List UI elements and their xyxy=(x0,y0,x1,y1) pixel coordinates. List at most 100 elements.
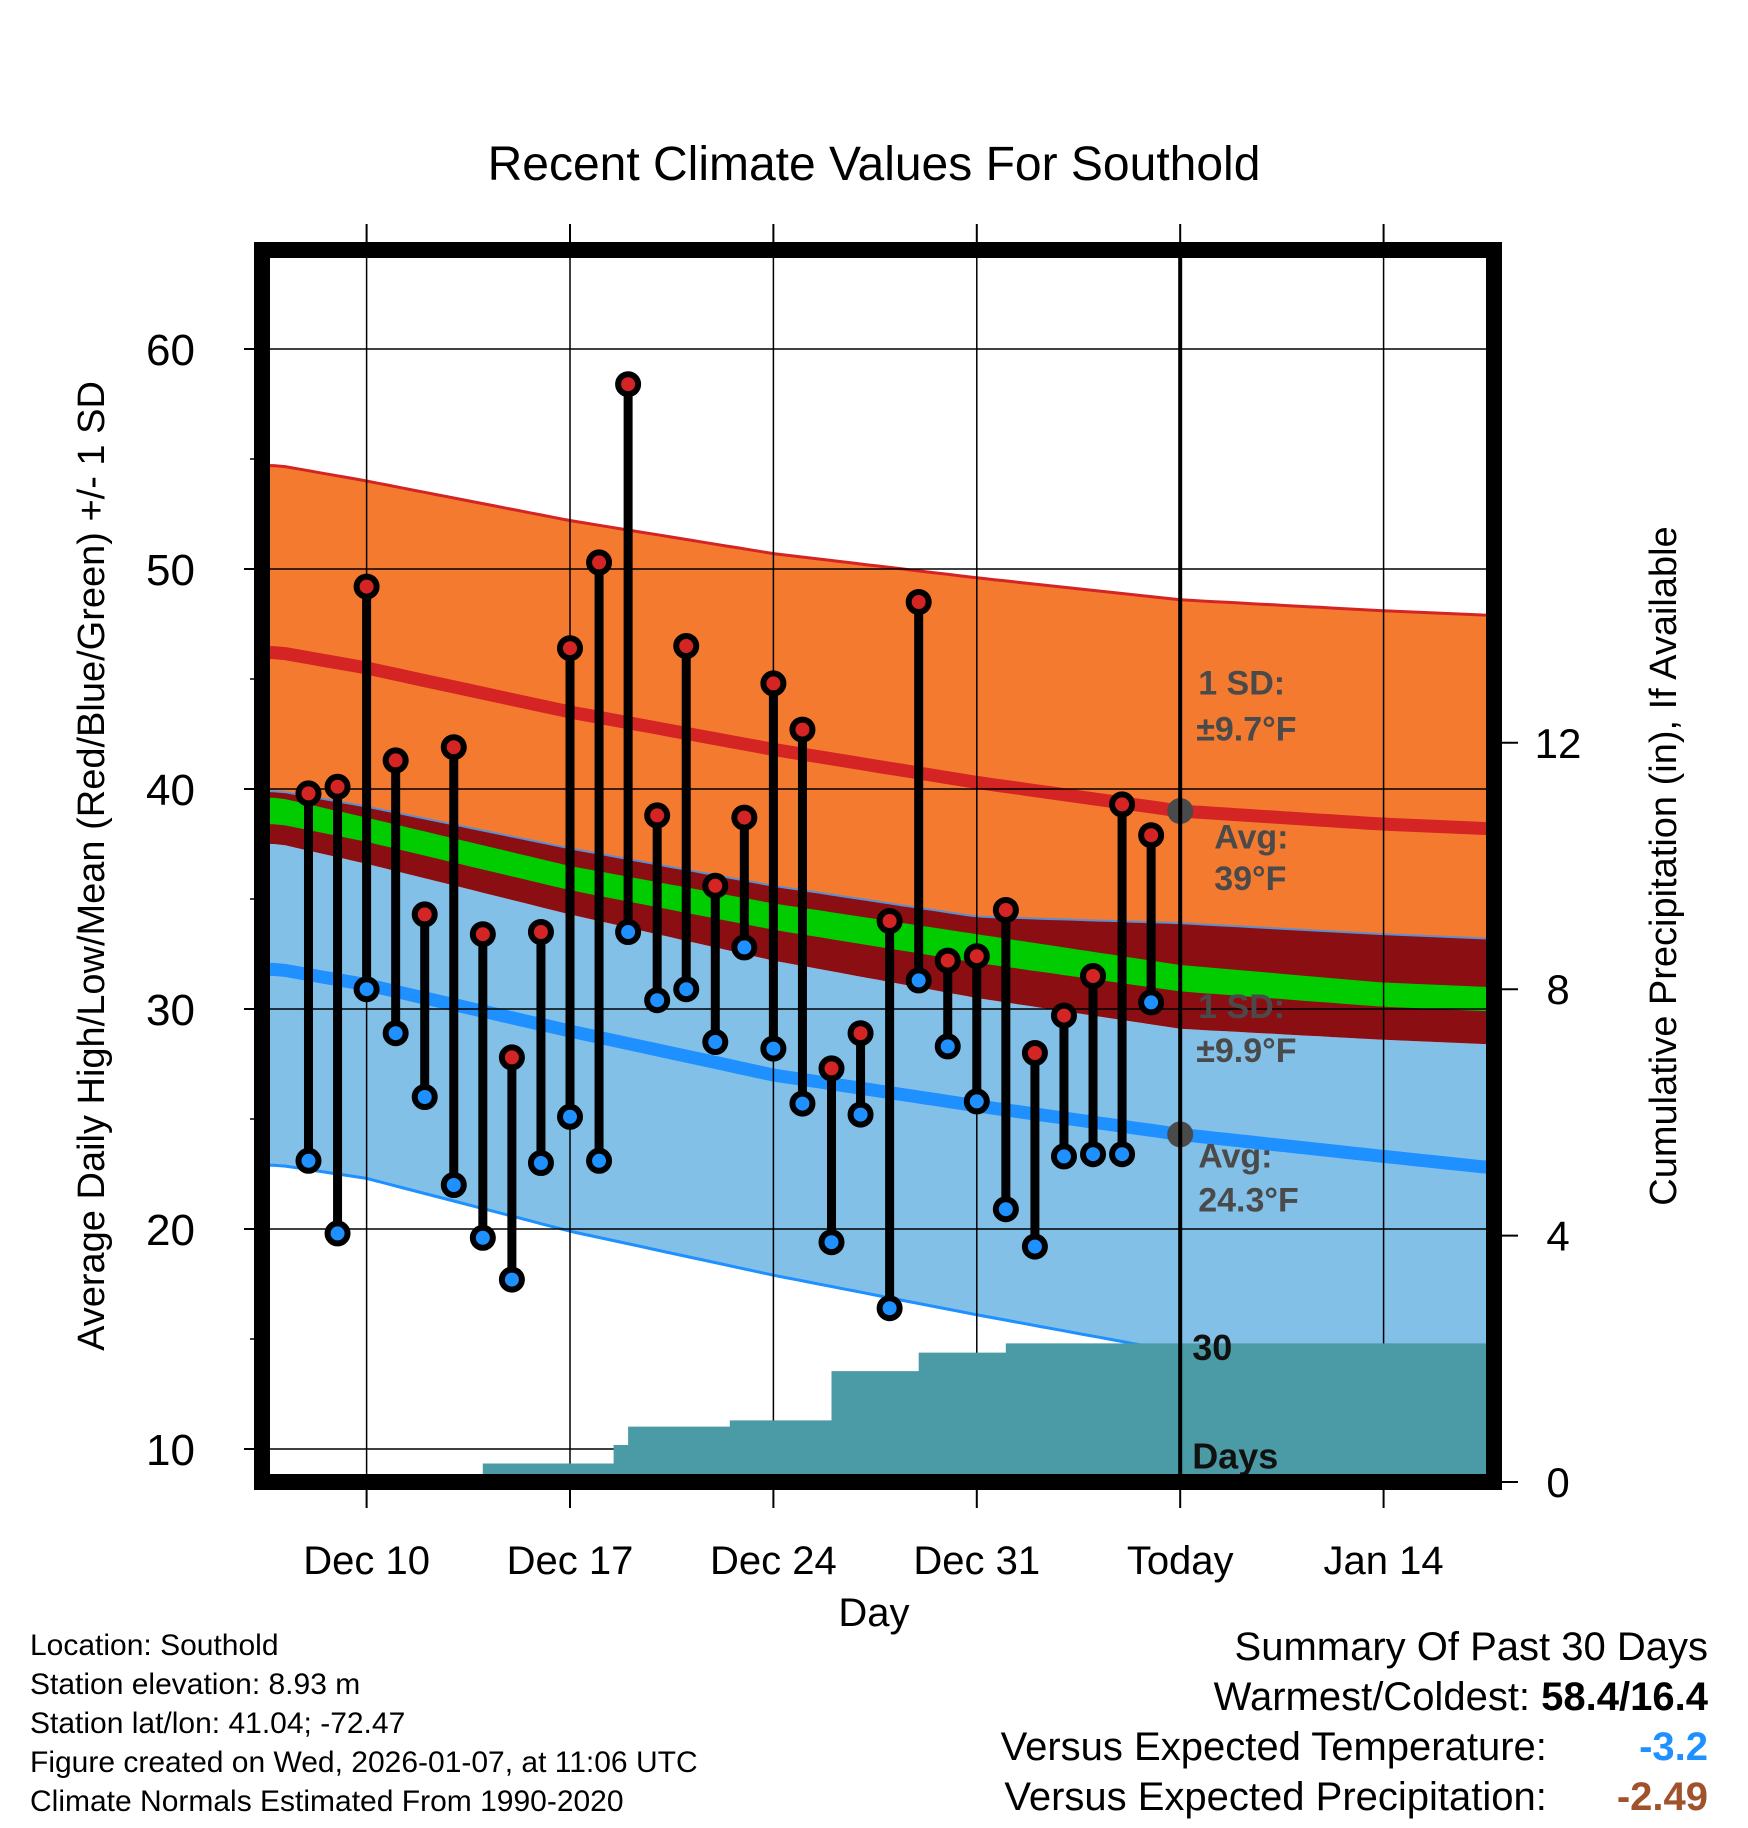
daily-low-point xyxy=(702,1029,729,1055)
high-avg-label: Avg: xyxy=(1214,818,1288,856)
daily-high-point xyxy=(789,716,816,743)
low-sd-label: 1 SD: xyxy=(1198,988,1285,1026)
summary-title: Summary Of Past 30 Days xyxy=(1234,1625,1708,1669)
high-average-line xyxy=(262,646,1494,836)
daily-high-point xyxy=(1080,963,1107,989)
daily-low-point xyxy=(1109,1141,1136,1168)
daily-low-point xyxy=(992,1196,1019,1223)
daily-high-point xyxy=(702,872,729,899)
cumulative-precipitation-area xyxy=(308,1343,1489,1482)
daily-low-point xyxy=(586,1147,613,1174)
daily-high-point xyxy=(586,549,613,576)
daily-low-point xyxy=(353,976,380,1003)
y-tick-label: 10 xyxy=(146,1426,195,1475)
info-normals: Climate Normals Estimated From 1990-2020 xyxy=(30,1785,624,1818)
daily-high-point xyxy=(324,773,351,800)
daily-low-point xyxy=(963,1088,990,1115)
daily-low-point xyxy=(295,1147,322,1174)
daily-high-point xyxy=(963,943,990,970)
daily-low-point xyxy=(469,1224,496,1251)
daily-high-point xyxy=(1138,822,1165,849)
daily-low-point xyxy=(731,934,758,961)
info-elevation: Station elevation: 8.93 m xyxy=(30,1668,361,1701)
precipitation-value: -2.49 xyxy=(1616,1775,1708,1819)
daily-low-point xyxy=(440,1172,467,1198)
precipitation-label: Versus Expected Precipitation: xyxy=(1004,1775,1547,1819)
low-sd-value: ±9.9°F xyxy=(1196,1032,1296,1070)
daily-high-point xyxy=(1109,791,1136,818)
precip-days-unit: Days xyxy=(1192,1435,1278,1476)
y-tick-label: 50 xyxy=(146,546,195,595)
daily-high-point xyxy=(1021,1040,1048,1066)
daily-low-point xyxy=(847,1101,874,1128)
daily-low-point xyxy=(644,987,671,1014)
info-location: Location: Southold xyxy=(30,1629,279,1662)
daily-high-point xyxy=(527,919,554,945)
info-latlon: Station lat/lon: 41.04; -72.47 xyxy=(30,1707,406,1740)
summary-precipitation: Versus Expected Precipitation: -2.49 xyxy=(1001,1772,1708,1822)
daily-high-point xyxy=(615,371,642,398)
daily-low-point xyxy=(615,919,642,945)
daily-low-point xyxy=(411,1084,438,1110)
daily-high-point xyxy=(731,804,758,831)
info-created: Figure created on Wed, 2026-01-07, at 11… xyxy=(30,1746,698,1779)
high-sd-value: ±9.7°F xyxy=(1196,711,1296,749)
daily-low-point xyxy=(818,1229,845,1256)
x-tick-label: Dec 17 xyxy=(507,1539,634,1583)
daily-low-point xyxy=(760,1035,787,1062)
temperature-value: -3.2 xyxy=(1639,1725,1708,1769)
daily-high-point xyxy=(557,635,583,662)
y2-tick-label: 8 xyxy=(1546,966,1569,1013)
low-avg-value: 24.3°F xyxy=(1198,1181,1299,1219)
low-average-line xyxy=(262,962,1494,1174)
daily-low-point xyxy=(905,967,932,994)
high-sd-label: 1 SD: xyxy=(1198,664,1285,702)
x-tick-label: Dec 24 xyxy=(710,1539,837,1583)
daily-high-point xyxy=(673,633,700,659)
y2-tick-label: 4 xyxy=(1546,1213,1569,1260)
daily-high-point xyxy=(498,1044,525,1071)
plot-frame xyxy=(254,242,1502,1490)
daily-high-point xyxy=(876,908,903,934)
y-tick-label: 40 xyxy=(146,766,195,815)
high-minus-sd-line xyxy=(262,790,1494,940)
y2-tick-label: 12 xyxy=(1535,720,1582,767)
daily-high-point xyxy=(992,897,1019,923)
daily-high-point xyxy=(382,747,409,774)
x-tick-label: Dec 31 xyxy=(913,1539,1040,1583)
warmest-coldest-value: 58.4/16.4 xyxy=(1541,1675,1708,1719)
daily-high-point xyxy=(411,901,438,928)
chart-title: Recent Climate Values For Southold xyxy=(488,138,1261,191)
daily-low-point xyxy=(789,1090,816,1117)
high-avg-value: 39°F xyxy=(1214,860,1286,898)
y-tick-label: 60 xyxy=(146,326,195,375)
warmest-coldest-label: Warmest/Coldest: xyxy=(1213,1675,1531,1719)
daily-high-point xyxy=(353,573,380,600)
y-tick-label: 30 xyxy=(146,986,195,1035)
summary-temperature: Versus Expected Temperature: -3.2 xyxy=(1001,1722,1708,1772)
y2-axis-label: Cumulative Precipitation (in), If Availa… xyxy=(1643,526,1685,1205)
low-avg-label: Avg: xyxy=(1198,1137,1272,1175)
summary-panel: Summary Of Past 30 Days Warmest/Coldest:… xyxy=(1001,1622,1708,1822)
daily-low-point xyxy=(1138,989,1165,1016)
daily-high-point xyxy=(934,947,961,974)
daily-high-point xyxy=(847,1020,874,1047)
mean-band xyxy=(262,797,1494,1012)
daily-low-point xyxy=(934,1033,961,1060)
daily-high-point xyxy=(295,780,322,807)
temperature-label: Versus Expected Temperature: xyxy=(1000,1725,1547,1769)
daily-low-point xyxy=(1050,1143,1077,1170)
daily-high-point xyxy=(760,670,787,697)
y-axis-label: Average Daily High/Low/Mean (Red/Blue/Gr… xyxy=(71,381,113,1351)
x-tick-label: Dec 10 xyxy=(303,1539,430,1583)
daily-high-point xyxy=(905,589,932,615)
y2-tick-label: 0 xyxy=(1546,1459,1569,1506)
x-tick-label: Jan 14 xyxy=(1324,1539,1444,1583)
daily-low-point xyxy=(876,1295,903,1322)
x-axis-label: Day xyxy=(838,1591,909,1635)
daily-low-point xyxy=(1080,1141,1107,1168)
daily-low-point xyxy=(324,1220,351,1247)
daily-high-point xyxy=(1050,1002,1077,1029)
y-tick-label: 20 xyxy=(146,1206,195,1255)
daily-high-point xyxy=(644,802,671,829)
